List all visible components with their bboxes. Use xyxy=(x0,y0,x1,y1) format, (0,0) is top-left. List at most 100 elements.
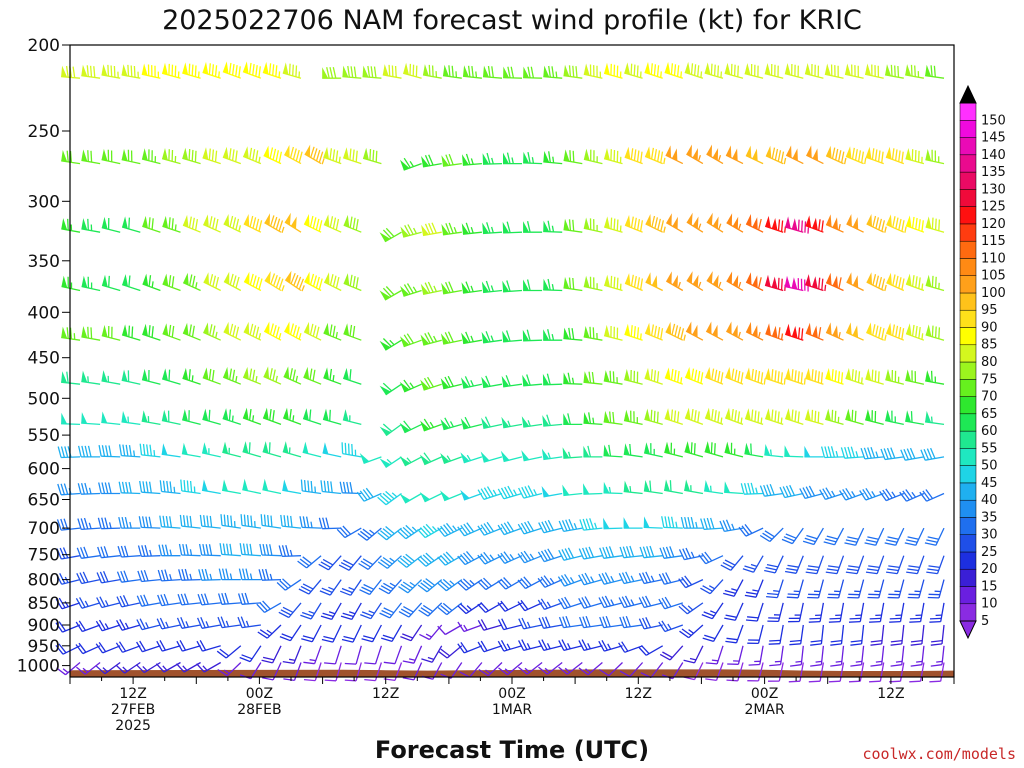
wind-barb xyxy=(799,485,824,500)
y-tick-label: 950 xyxy=(28,637,60,657)
colorbar-label: 30 xyxy=(981,528,998,543)
wind-barb xyxy=(623,443,643,458)
wind-barb xyxy=(142,323,161,341)
wind-barb xyxy=(121,148,141,165)
wind-barb xyxy=(543,278,563,292)
wind-barb xyxy=(221,479,241,495)
wind-barb xyxy=(357,527,382,541)
wind-barb xyxy=(342,65,362,79)
wind-barb xyxy=(784,445,804,458)
wind-barb xyxy=(578,615,603,629)
wind-barb xyxy=(156,639,181,652)
wind-barb xyxy=(744,442,764,458)
colorbar-label: 80 xyxy=(981,355,998,370)
wind-barb xyxy=(806,145,824,165)
wind-barb xyxy=(137,569,161,583)
colorbar-label: 35 xyxy=(981,510,998,525)
wind-barb xyxy=(558,518,583,533)
wind-barb xyxy=(704,407,724,426)
wind-barb xyxy=(97,546,121,559)
wind-barb xyxy=(157,569,181,582)
wind-barb xyxy=(341,442,362,458)
wind-barb xyxy=(198,568,221,581)
y-tick-label: 250 xyxy=(28,122,60,142)
wind-barb xyxy=(904,527,925,546)
wind-barb xyxy=(477,521,503,536)
wind-barb xyxy=(260,514,282,529)
wind-barb xyxy=(282,479,302,495)
wind-barb xyxy=(766,579,784,599)
wind-barb xyxy=(583,217,603,233)
wind-barb xyxy=(81,64,101,79)
wind-barb xyxy=(202,147,221,165)
wind-barb xyxy=(324,662,342,682)
wind-barb xyxy=(302,441,322,458)
wind-barb xyxy=(477,619,503,631)
wind-barb xyxy=(808,602,825,623)
wind-barb xyxy=(198,543,221,557)
wind-barb xyxy=(517,550,543,564)
wind-barb xyxy=(457,550,483,566)
wind-barb xyxy=(400,624,423,642)
wind-barb xyxy=(381,624,403,643)
wind-barb xyxy=(196,639,221,652)
wind-barb xyxy=(399,492,422,504)
wind-barb xyxy=(910,624,925,646)
colorbar-swatch xyxy=(959,482,977,501)
colorbar-swatch xyxy=(959,603,977,622)
wind-barb xyxy=(359,579,382,596)
wind-barb xyxy=(686,271,704,292)
wind-barb xyxy=(362,147,382,165)
wind-barb xyxy=(745,214,764,233)
wind-barb xyxy=(440,453,463,465)
wind-barb xyxy=(222,61,242,79)
wind-barb xyxy=(840,446,864,459)
wind-barb xyxy=(217,592,241,605)
wind-barbs xyxy=(55,61,945,683)
wind-barb xyxy=(202,367,221,385)
wind-barb xyxy=(522,329,543,342)
wind-barb xyxy=(95,661,121,675)
wind-barb xyxy=(810,624,825,646)
wind-barb xyxy=(417,578,443,593)
wind-barb xyxy=(583,275,603,292)
wind-barb xyxy=(237,616,261,629)
wind-barb xyxy=(182,214,201,233)
colorbar-swatch xyxy=(959,413,977,432)
wind-barb xyxy=(156,617,181,630)
wind-barb xyxy=(909,602,925,623)
wind-barb xyxy=(340,602,362,621)
wind-barb xyxy=(461,331,483,345)
wind-barb xyxy=(383,645,403,665)
wind-barb xyxy=(925,274,945,292)
wind-barb xyxy=(719,519,744,533)
wind-barb xyxy=(764,444,784,458)
wind-barb xyxy=(541,448,563,461)
wind-barb xyxy=(563,64,583,79)
wind-barb xyxy=(658,572,683,585)
wind-barb xyxy=(726,662,744,682)
wind-barb xyxy=(785,145,804,165)
wind-barb xyxy=(748,645,764,666)
wind-barb xyxy=(538,639,563,652)
wind-barb xyxy=(726,213,744,233)
wind-barb xyxy=(75,597,101,609)
y-tick-label: 1000 xyxy=(17,657,60,677)
wind-barb xyxy=(342,409,362,426)
wind-barb xyxy=(196,661,222,673)
wind-barb xyxy=(377,525,402,541)
wind-barb xyxy=(182,62,201,79)
wind-barb xyxy=(182,322,201,341)
wind-barb xyxy=(825,322,844,341)
wind-barb xyxy=(744,63,764,79)
wind-barb xyxy=(720,555,744,571)
wind-barb xyxy=(869,602,885,623)
wind-barb xyxy=(138,516,161,529)
wind-barb xyxy=(399,456,422,467)
wind-barb xyxy=(322,442,342,458)
wind-barb xyxy=(558,661,583,675)
wind-barb xyxy=(764,274,786,292)
wind-barb xyxy=(885,368,904,385)
wind-barb xyxy=(343,273,362,292)
wind-barb xyxy=(501,375,523,388)
